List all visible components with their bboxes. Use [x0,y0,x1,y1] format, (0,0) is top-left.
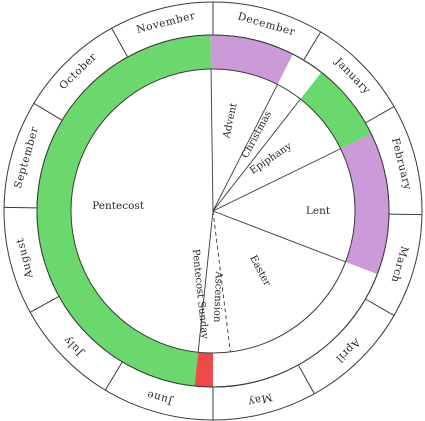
epiphany-green-band [300,72,372,149]
season-color-band [37,35,389,387]
spoke-easter-start [212,210,346,263]
spoke-advent-start [210,69,214,212]
pentecost-green-band [37,35,212,387]
band-inner-border [70,68,356,354]
advent-purple-band [210,35,293,85]
lent-purple-band [340,133,389,275]
month-divider [303,31,322,61]
spoke-lent-start [212,148,341,212]
month-divider [29,295,60,313]
month-divider [111,27,129,58]
season-label-ascension: Ascension [211,270,224,323]
month-divider [104,361,123,391]
pentecost-sunday-red-band [194,352,213,387]
month-divider [365,106,395,124]
spoke-epiphany-start [212,98,301,212]
month-divider [388,213,422,216]
season-label-pentecost: Pentecost [92,200,145,212]
month-divider [365,298,395,316]
month-divider [297,364,315,395]
month-divider [33,102,63,121]
month-divider [4,206,38,209]
spoke-christmas-start [212,84,278,212]
month-label-may: May [246,390,273,408]
season-spokes [197,69,346,353]
month-dividers [4,2,422,420]
spoke-pentecost-sunday [197,210,214,353]
spoke-ascension-dashed [212,210,231,352]
season-label-lent: Lent [306,205,331,217]
